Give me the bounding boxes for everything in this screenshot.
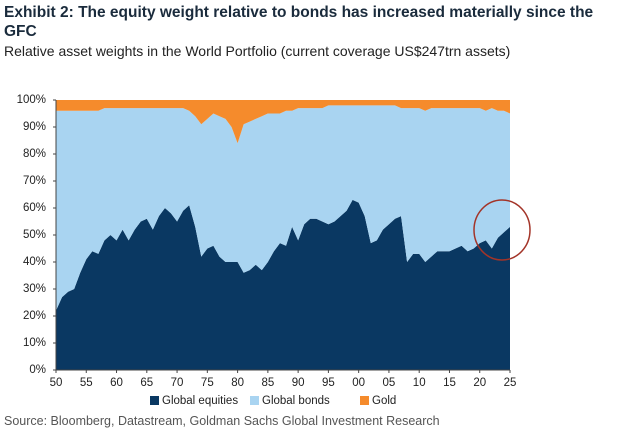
legend-swatch bbox=[150, 396, 159, 405]
legend-label: Gold bbox=[372, 395, 396, 407]
legend-swatch bbox=[360, 396, 369, 405]
x-tick-label: 05 bbox=[383, 377, 396, 389]
chart-title: Exhibit 2: The equity weight relative to… bbox=[4, 4, 594, 40]
x-tick-label: 65 bbox=[140, 377, 153, 389]
y-tick-label: 90% bbox=[23, 121, 46, 133]
x-tick-label: 50 bbox=[50, 377, 63, 389]
chart-subtitle: Relative asset weights in the World Port… bbox=[4, 43, 511, 59]
x-tick-label: 80 bbox=[231, 377, 244, 389]
y-tick-label: 10% bbox=[23, 337, 46, 349]
plot-area bbox=[56, 100, 510, 370]
y-tick-label: 50% bbox=[23, 229, 46, 241]
x-tick-label: 10 bbox=[413, 377, 426, 389]
legend-label: Global equities bbox=[162, 395, 238, 407]
x-tick-label: 70 bbox=[171, 377, 184, 389]
x-tick-label: 60 bbox=[110, 377, 123, 389]
area bbox=[56, 199, 510, 370]
y-tick-label: 40% bbox=[23, 256, 46, 268]
x-tick-label: 20 bbox=[473, 377, 486, 389]
y-tick-label: 20% bbox=[23, 310, 46, 322]
chart: 0% 10% 20% 30% 40% 50% 60% 70% 80% 90% 100% 50 55 60 6… bbox=[17, 94, 531, 407]
x-tick-label: 15 bbox=[443, 377, 456, 389]
x-tick-label: 95 bbox=[322, 377, 335, 389]
y-tick-label: 60% bbox=[23, 202, 46, 214]
y-tick-label: 70% bbox=[23, 175, 46, 187]
y-tick-label: 30% bbox=[23, 283, 46, 295]
legend-swatch bbox=[250, 396, 259, 405]
x-tick-label: 85 bbox=[261, 377, 274, 389]
source-note: Source: Bloomberg, Datastream, Goldman S… bbox=[4, 414, 440, 428]
y-tick-label: 80% bbox=[23, 148, 46, 160]
x-tick-label: 25 bbox=[504, 377, 517, 389]
x-tick-label: 90 bbox=[292, 377, 305, 389]
area bbox=[56, 100, 510, 144]
y-tick-label: 0% bbox=[29, 364, 46, 376]
x-tick-label: 75 bbox=[201, 377, 214, 389]
area bbox=[56, 105, 510, 311]
legend-label: Global bonds bbox=[262, 395, 330, 407]
y-tick-label: 100% bbox=[17, 94, 46, 106]
x-tick-label: 00 bbox=[352, 377, 365, 389]
highlight-circle bbox=[473, 199, 531, 261]
x-tick-label: 55 bbox=[80, 377, 93, 389]
